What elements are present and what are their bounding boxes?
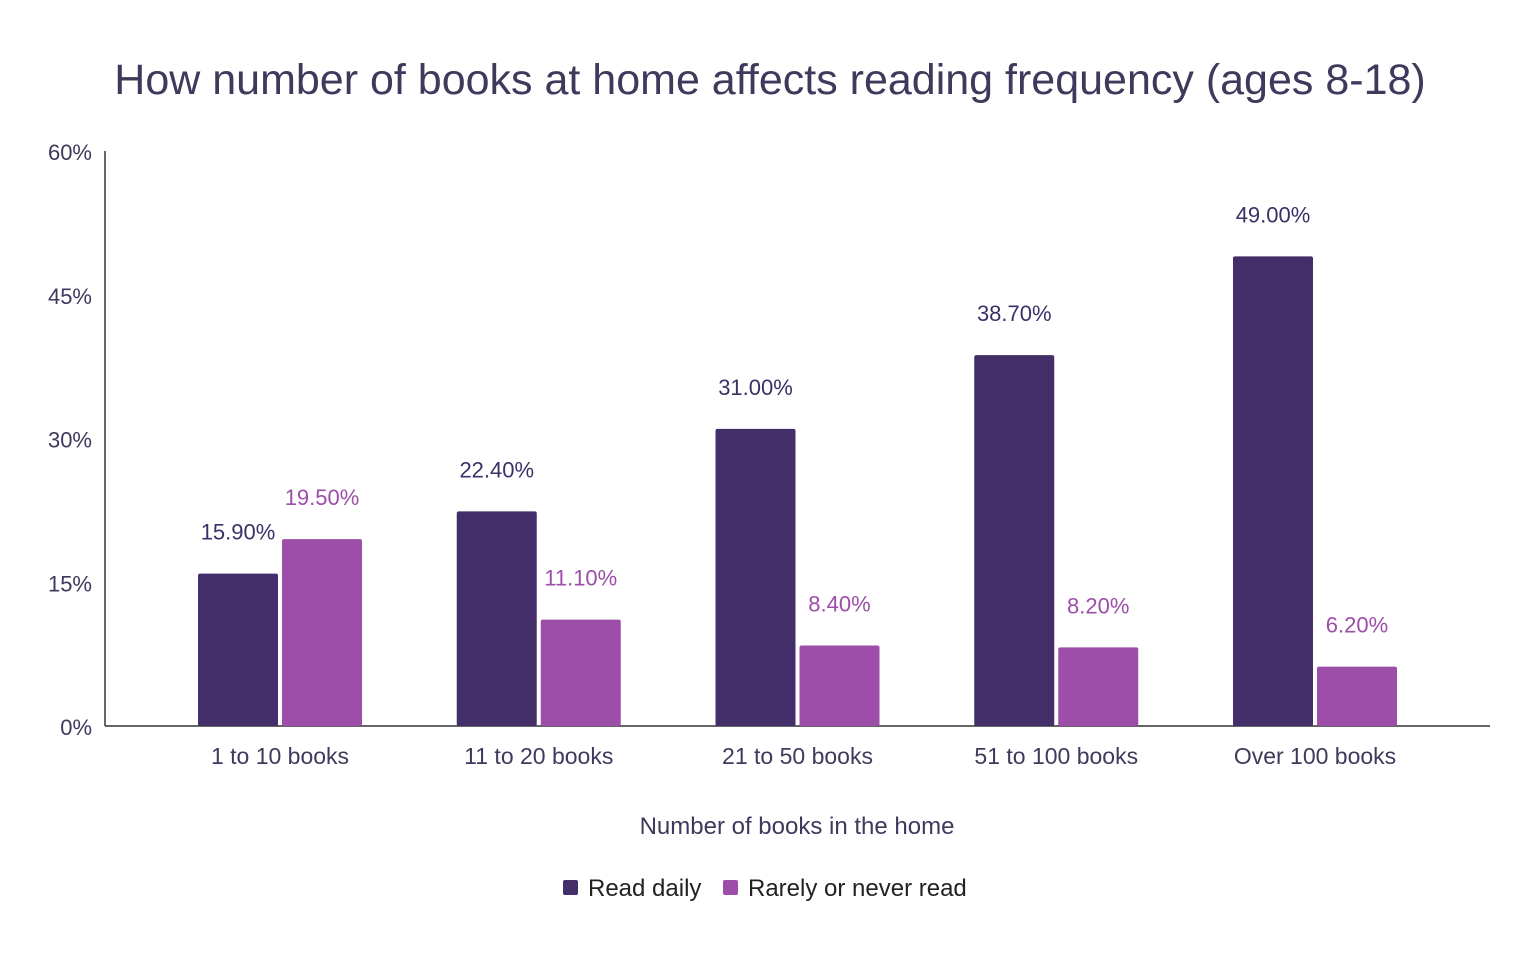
- y-tick-label: 30%: [48, 428, 92, 453]
- x-tick-label: 1 to 10 books: [211, 743, 349, 769]
- bar-rarely-or-never: [540, 619, 621, 726]
- bar-rarely-or-never: [799, 645, 880, 726]
- x-tick-label: 21 to 50 books: [722, 743, 873, 769]
- bar-read-daily: [456, 511, 537, 726]
- x-axis-label: Number of books in the home: [640, 813, 955, 840]
- bar-rarely-or-never: [282, 539, 362, 726]
- legend-swatch: [723, 880, 738, 895]
- legend-label: Read daily: [588, 875, 701, 902]
- y-tick-label: 60%: [48, 140, 92, 165]
- data-label: 19.50%: [285, 485, 360, 510]
- data-label: 38.70%: [977, 301, 1052, 326]
- data-label: 8.20%: [1067, 593, 1129, 618]
- bar-rarely-or-never: [1317, 666, 1397, 726]
- bar-read-daily: [715, 428, 796, 726]
- data-label: 6.20%: [1326, 613, 1388, 638]
- x-tick-label: Over 100 books: [1234, 743, 1396, 769]
- legend-swatch: [563, 880, 578, 895]
- data-label: 11.10%: [544, 566, 617, 591]
- legend-label: Rarely or never read: [748, 875, 967, 902]
- bar-rarely-or-never: [1058, 647, 1139, 726]
- chart-title: How number of books at home affects read…: [114, 56, 1425, 104]
- x-tick-label: 51 to 100 books: [974, 743, 1138, 769]
- y-tick-label: 45%: [48, 284, 92, 309]
- data-label: 8.40%: [808, 592, 870, 617]
- bar-read-daily: [198, 573, 278, 726]
- data-label: 31.00%: [718, 375, 793, 400]
- data-label: 49.00%: [1236, 202, 1311, 227]
- y-tick-label: 0%: [60, 715, 92, 740]
- data-label: 22.40%: [459, 457, 534, 482]
- y-tick-label: 15%: [48, 571, 92, 596]
- bar-read-daily: [1233, 256, 1313, 726]
- bar-read-daily: [974, 355, 1055, 726]
- x-tick-label: 11 to 20 books: [464, 743, 613, 769]
- data-label: 15.90%: [201, 520, 276, 545]
